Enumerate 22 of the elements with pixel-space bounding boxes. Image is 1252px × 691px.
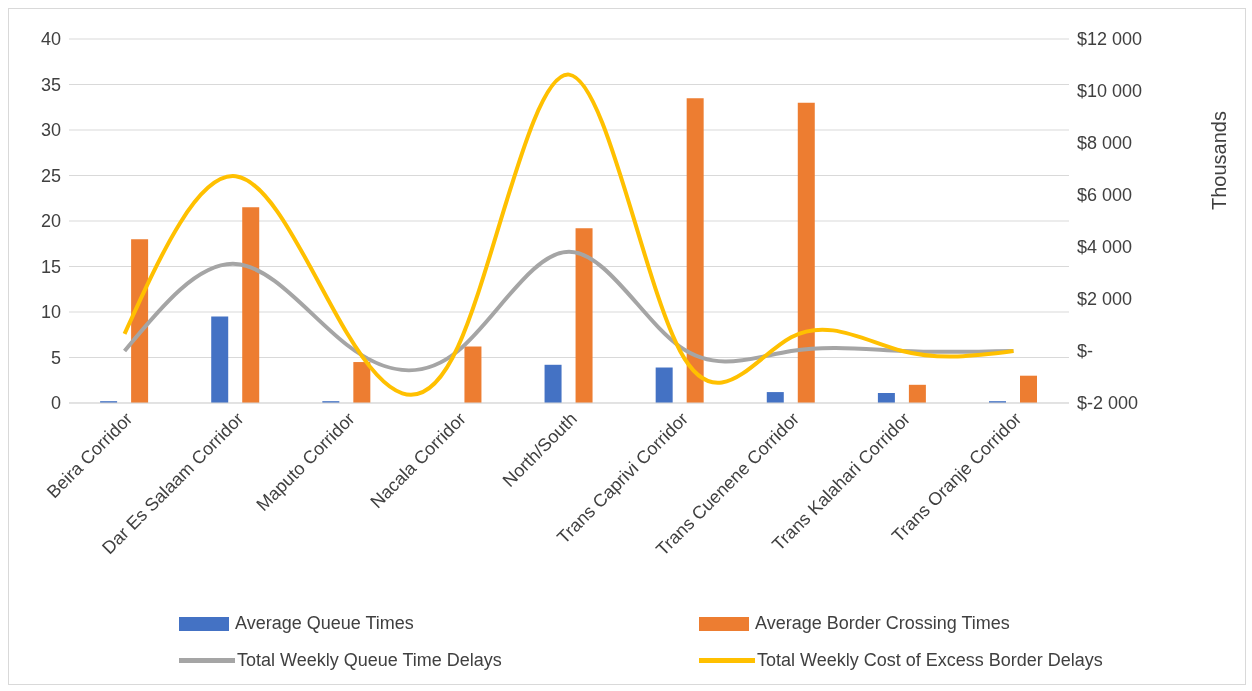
y-tick-label: 15 bbox=[40, 256, 61, 277]
y-tick-label: 10 bbox=[40, 302, 61, 323]
y-tick-label: 5 bbox=[50, 347, 61, 368]
y2-tick-label: $8 000 bbox=[1077, 133, 1133, 154]
y2-tick-label: $4 000 bbox=[1077, 237, 1133, 258]
legend-label: Total Weekly Cost of Excess Border Delays bbox=[757, 650, 1103, 671]
y2-tick-label: $6 000 bbox=[1077, 185, 1133, 206]
y2-tick-label: $2 000 bbox=[1077, 289, 1133, 310]
y-tick-label: 25 bbox=[40, 165, 61, 186]
y-tick-label: 30 bbox=[40, 120, 61, 141]
y-tick-label: 0 bbox=[50, 393, 61, 414]
y-tick-label: 40 bbox=[40, 29, 61, 50]
legend-label: Average Border Crossing Times bbox=[755, 613, 1010, 634]
y2-tick-label: $- bbox=[1077, 341, 1094, 362]
y2-tick-label: $-2 000 bbox=[1077, 393, 1139, 414]
y2-axis-title: Thousands bbox=[1208, 111, 1231, 210]
y-tick-label: 35 bbox=[40, 74, 61, 95]
y2-tick-label: $12 000 bbox=[1077, 29, 1143, 50]
legend-label: Average Queue Times bbox=[235, 613, 414, 634]
y2-tick-label: $10 000 bbox=[1077, 81, 1143, 102]
y-tick-label: 20 bbox=[40, 211, 61, 232]
legend-label: Total Weekly Queue Time Delays bbox=[237, 650, 502, 671]
